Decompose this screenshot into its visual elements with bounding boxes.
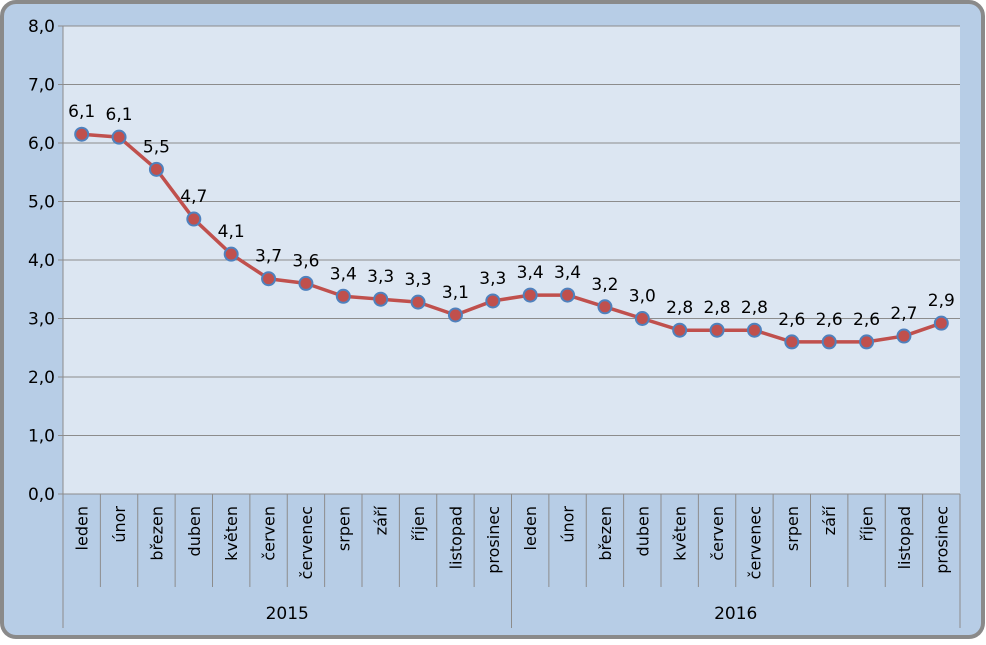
category-label: únor	[110, 506, 129, 543]
data-point	[74, 126, 90, 142]
data-label: 2,8	[666, 298, 693, 318]
data-label: 5,5	[143, 137, 170, 157]
category-label: květen	[222, 506, 241, 561]
data-point	[896, 328, 912, 344]
y-tick-label: 4,0	[28, 251, 55, 271]
data-label: 3,4	[554, 263, 581, 283]
y-tick-label: 3,0	[28, 310, 55, 330]
category-label: červen	[708, 506, 727, 561]
data-label: 6,1	[106, 105, 133, 125]
data-label: 3,3	[367, 267, 394, 287]
data-label: 3,3	[405, 270, 432, 290]
category-label: březen	[147, 506, 166, 561]
y-tick-label: 0,0	[28, 485, 55, 505]
y-tick-label: 6,0	[28, 134, 55, 154]
data-point	[672, 322, 688, 338]
data-markers	[74, 126, 949, 350]
data-point	[111, 129, 127, 145]
data-label: 3,4	[517, 263, 544, 283]
category-label: červen	[260, 506, 279, 561]
data-point	[859, 334, 875, 350]
y-tick-label: 7,0	[28, 76, 55, 96]
y-tick-label: 8,0	[28, 17, 55, 37]
data-point	[261, 271, 277, 287]
data-label: 2,8	[741, 298, 768, 318]
data-point	[560, 287, 576, 303]
data-point	[223, 246, 239, 262]
category-label: květen	[671, 506, 690, 561]
data-label: 3,1	[442, 283, 469, 303]
gridlines	[63, 25, 960, 495]
data-point	[447, 307, 463, 323]
data-label: 2,6	[853, 310, 880, 330]
data-point	[335, 288, 351, 304]
y-tick-label: 2,0	[28, 368, 55, 388]
data-label: 3,6	[292, 251, 319, 271]
data-point	[148, 161, 164, 177]
category-label: srpen	[334, 506, 353, 551]
category-label: leden	[521, 506, 540, 550]
category-label: srpen	[783, 506, 802, 551]
data-label: 6,1	[68, 102, 95, 122]
x-axis: leden únor březen duben květen červen červenec…	[62, 493, 961, 628]
data-point	[186, 211, 202, 227]
category-label: duben	[185, 506, 204, 556]
category-label: září	[820, 505, 839, 535]
data-label: 2,9	[928, 291, 955, 311]
category-label: duben	[633, 506, 652, 556]
data-point	[597, 299, 613, 315]
data-label: 3,3	[479, 269, 506, 289]
data-label: 2,7	[890, 304, 917, 324]
category-label: prosinec	[484, 506, 503, 574]
data-label: 3,2	[591, 275, 618, 295]
data-point	[933, 315, 949, 331]
category-label: červenec	[297, 506, 316, 579]
data-label: 3,7	[255, 247, 282, 267]
group-label: 2016	[714, 604, 757, 624]
data-label: 2,8	[704, 298, 731, 318]
data-point	[522, 287, 538, 303]
data-point	[485, 293, 501, 309]
category-label: červenec	[745, 506, 764, 579]
y-tick-label: 5,0	[28, 193, 55, 213]
category-label: únor	[559, 506, 578, 543]
data-labels: 6,1 6,1 5,5 4,7 4,1 3,7 3,6 3,4 3,3 3,3 3,1 3,3 3,4 3…	[68, 102, 955, 330]
category-label: listopad	[446, 506, 465, 569]
data-label: 4,7	[180, 187, 207, 207]
data-point	[821, 334, 837, 350]
category-label: říjen	[409, 506, 428, 541]
data-point	[373, 291, 389, 307]
data-point	[709, 322, 725, 338]
category-label: září	[372, 505, 391, 535]
data-label: 3,0	[629, 287, 656, 307]
y-axis: 0,0 1,0 2,0 3,0 4,0 5,0 6,0 7,0 8,0	[28, 17, 64, 505]
category-label: prosinec	[932, 506, 951, 574]
category-label: leden	[73, 506, 92, 550]
data-point	[298, 275, 314, 291]
data-label: 4,1	[218, 222, 245, 242]
data-point	[634, 311, 650, 326]
data-label: 2,6	[778, 310, 805, 330]
data-point	[784, 334, 800, 350]
category-label: březen	[596, 506, 615, 561]
data-point	[746, 322, 762, 338]
data-label: 3,4	[330, 264, 357, 284]
data-point	[410, 294, 426, 310]
data-label: 2,6	[816, 310, 843, 330]
category-label: říjen	[858, 506, 877, 541]
y-tick-label: 1,0	[28, 427, 55, 447]
category-label: listopad	[895, 506, 914, 569]
group-label: 2015	[266, 604, 309, 624]
